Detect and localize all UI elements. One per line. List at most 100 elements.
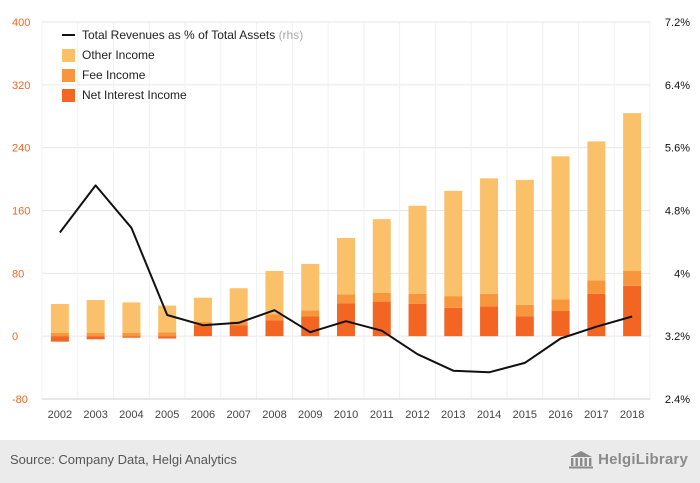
axes: 400 320 240 160 80 0 -80 7.2% 6.4% 5.6% 4.8% 4% 3.2%… [12, 17, 690, 421]
x-tick-label: 2006 [191, 409, 215, 421]
y-tick-label-left: 80 [12, 268, 24, 280]
bar-net-interest-income [86, 336, 105, 340]
x-tick-label: 2015 [513, 409, 537, 421]
bar-net-interest-income [623, 285, 642, 337]
library-building-icon [569, 451, 594, 469]
bar-other-income [122, 302, 141, 334]
source-text: Source: Company Data, Helgi Analytics [10, 452, 237, 467]
bar-fee-income [444, 296, 463, 308]
x-tick-label: 2017 [584, 409, 608, 421]
bar-other-income [587, 141, 606, 281]
bar-net-interest-income [50, 336, 69, 342]
bar-other-income [372, 219, 391, 293]
line-series [59, 184, 633, 374]
legend-label-net-interest-income: Net Interest Income [82, 88, 187, 102]
bar-series [50, 113, 642, 342]
bar-net-interest-income [551, 311, 570, 337]
bar-net-interest-income [265, 320, 284, 337]
legend-swatch-fee-income [62, 69, 75, 82]
bar-net-interest-income [408, 303, 427, 337]
bar-net-interest-income [515, 316, 534, 337]
y-tick-label-right: 5.6% [665, 143, 690, 155]
y-tick-label-left: 0 [12, 331, 18, 343]
legend-label-fee-income: Fee Income [82, 68, 146, 82]
line-total-revenues-pct-assets [59, 184, 633, 374]
y-tick-label-right: 3.2% [665, 331, 690, 343]
bar-fee-income [372, 292, 391, 302]
y-tick-label-right: 6.4% [665, 80, 690, 92]
bar-fee-income [193, 322, 212, 326]
legend-swatch-other-income [62, 49, 75, 62]
y-tick-label-left: -80 [12, 394, 28, 406]
x-tick-label: 2013 [441, 409, 465, 421]
brand-name: HelgiLibrary [598, 450, 688, 468]
bar-fee-income [587, 280, 606, 294]
bar-fee-income [265, 314, 284, 321]
bar-fee-income [515, 304, 534, 317]
x-tick-label: 2005 [155, 409, 179, 421]
bar-net-interest-income [229, 325, 248, 337]
bar-other-income [193, 297, 212, 323]
bar-fee-income [551, 299, 570, 312]
y-tick-label-left: 320 [12, 80, 30, 92]
legend-label-line: Total Revenues as % of Total Assets (rhs… [82, 28, 303, 42]
legend-label-other-income: Other Income [82, 48, 155, 62]
bar-other-income [515, 179, 534, 305]
bar-net-interest-income [158, 336, 177, 339]
bar-net-interest-income [480, 306, 499, 337]
x-tick-label: 2003 [83, 409, 107, 421]
y-tick-label-right: 4.8% [665, 206, 690, 218]
x-tick-label: 2016 [548, 409, 572, 421]
y-tick-label-left: 400 [12, 17, 30, 29]
bar-fee-income [122, 333, 141, 337]
x-tick-label: 2004 [119, 409, 143, 421]
x-tick-label: 2002 [48, 409, 72, 421]
bar-other-income [158, 305, 177, 333]
brand-logo: HelgiLibrary [568, 449, 688, 469]
bar-fee-income [86, 333, 105, 337]
bar-net-interest-income [372, 301, 391, 337]
chart: 400 320 240 160 80 0 -80 7.2% 6.4% 5.6% 4.8% 4% 3.2%… [12, 17, 690, 421]
bar-fee-income [623, 270, 642, 286]
bar-other-income [480, 178, 499, 294]
y-tick-label-left: 160 [12, 206, 30, 218]
footer: Source: Company Data, Helgi Analytics He… [0, 440, 700, 483]
grid-lines [41, 21, 651, 400]
y-tick-label-left: 240 [12, 143, 30, 155]
x-tick-label: 2014 [477, 409, 501, 421]
y-tick-label-right: 2.4% [665, 394, 690, 406]
bar-other-income [408, 205, 427, 294]
bar-fee-income [301, 310, 320, 317]
x-tick-label: 2007 [226, 409, 250, 421]
legend-swatch-net-interest-income [62, 89, 75, 102]
bar-other-income [623, 113, 642, 271]
bar-net-interest-income [337, 303, 355, 337]
bar-other-income [444, 190, 463, 297]
bar-fee-income [480, 293, 499, 307]
bar-other-income [551, 156, 570, 300]
bar-fee-income [408, 293, 427, 304]
x-tick-label: 2018 [620, 409, 644, 421]
bar-fee-income [50, 333, 69, 337]
x-tick-label: 2011 [370, 409, 394, 421]
bar-other-income [337, 237, 355, 295]
bar-other-income [50, 303, 69, 334]
bar-other-income [86, 300, 105, 334]
y-tick-label-right: 7.2% [665, 17, 690, 29]
x-tick-label: 2008 [262, 409, 286, 421]
legend-label-suffix: (rhs) [279, 28, 304, 42]
x-tick-label: 2012 [405, 409, 429, 421]
bar-other-income [301, 263, 320, 311]
bar-net-interest-income [301, 316, 320, 337]
y-tick-label-right: 4% [674, 268, 690, 280]
bar-fee-income [337, 294, 355, 304]
bar-other-income [265, 270, 284, 315]
x-tick-label: 2009 [298, 409, 322, 421]
x-tick-label: 2010 [334, 409, 358, 421]
bar-net-interest-income [122, 336, 141, 338]
bar-net-interest-income [444, 307, 463, 337]
legend: Total Revenues as % of Total Assets (rhs… [62, 28, 303, 102]
bar-net-interest-income [193, 325, 212, 337]
bar-fee-income [158, 332, 177, 337]
bar-other-income [229, 288, 248, 322]
